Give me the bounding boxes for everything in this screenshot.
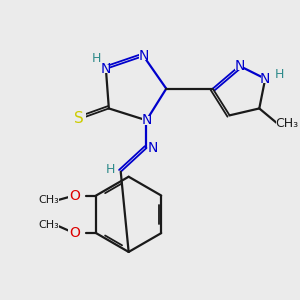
Text: H: H	[106, 163, 116, 176]
Text: CH₃: CH₃	[38, 220, 59, 230]
Text: N: N	[141, 113, 152, 127]
Bar	[139, 52, 148, 60]
Text: N: N	[101, 62, 111, 76]
Text: O: O	[69, 226, 80, 240]
Bar	[275, 71, 283, 79]
Bar	[235, 62, 244, 70]
Text: N: N	[260, 72, 270, 86]
Bar	[68, 190, 80, 200]
Bar	[68, 228, 80, 238]
Text: N: N	[234, 59, 245, 73]
Bar	[261, 74, 269, 83]
Bar	[92, 55, 100, 63]
Text: CH₃: CH₃	[38, 196, 59, 206]
Bar	[38, 196, 59, 206]
Bar	[276, 118, 298, 128]
Bar	[107, 166, 115, 174]
Bar	[142, 116, 151, 124]
Text: S: S	[74, 111, 84, 126]
Text: N: N	[147, 141, 158, 155]
Text: CH₃: CH₃	[275, 117, 298, 130]
Bar	[38, 220, 59, 230]
Text: O: O	[69, 188, 80, 203]
Bar	[102, 64, 110, 73]
Bar	[72, 112, 86, 124]
Bar	[148, 144, 157, 152]
Text: N: N	[138, 49, 149, 63]
Text: H: H	[274, 68, 284, 81]
Text: H: H	[91, 52, 101, 65]
